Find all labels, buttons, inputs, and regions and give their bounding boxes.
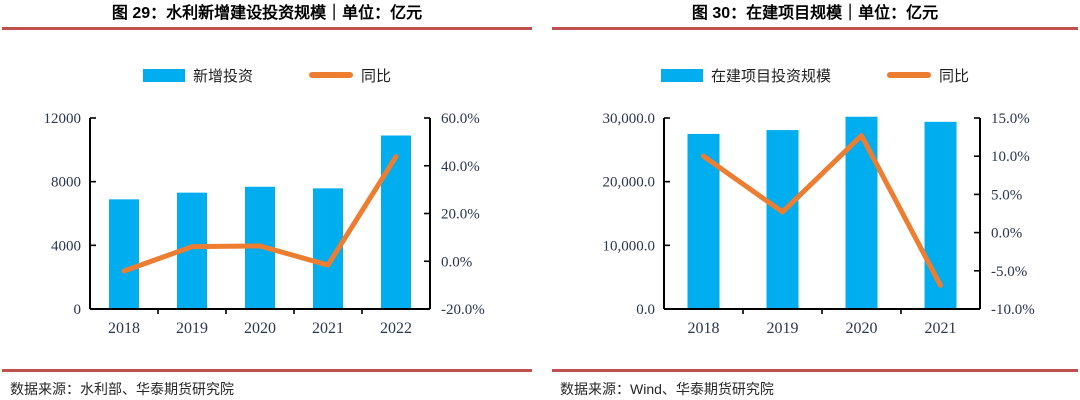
right-axis-tick-label: -20.0% xyxy=(441,302,485,318)
legend-item-line: 同比 xyxy=(309,65,391,86)
source-text: 数据来源：Wind、华泰期货研究院 xyxy=(560,381,774,397)
chart-canvas-figure-29: 0 4000 8000 12000 -20.0% 0.0% 20.0% 40.0% 60.0% 2… xyxy=(44,111,485,337)
yoy-line-series xyxy=(121,154,399,274)
right-axis-tick-label: -10.0% xyxy=(991,302,1035,318)
right-axis-tick-label: 20.0% xyxy=(441,207,480,223)
left-axis-tick-label: 0.0 xyxy=(636,302,655,318)
bar-series-swatch xyxy=(142,68,185,82)
x-axis-tick-label: 2022 xyxy=(380,320,412,337)
right-axis-tick-label: 40.0% xyxy=(441,159,480,175)
left-axis-tick-label: 4000 xyxy=(51,238,81,254)
x-axis-tick-label: 2020 xyxy=(244,320,276,337)
right-axis-tick-label: 5.0% xyxy=(991,187,1022,203)
x-axis-tick-label: 2020 xyxy=(846,320,878,337)
source-text: 数据来源：水利部、华泰期货研究院 xyxy=(10,381,234,397)
title-rule xyxy=(2,27,532,30)
x-axis-tick-label: 2021 xyxy=(925,320,957,337)
source-rule xyxy=(2,369,532,372)
source-rule xyxy=(552,369,1078,372)
legend-line-label: 同比 xyxy=(939,67,970,85)
x-axis-tick-label: 2019 xyxy=(767,320,799,337)
right-axis-tick-label: 0.0% xyxy=(991,226,1022,242)
line-series-swatch xyxy=(887,72,931,78)
left-axis-tick-label: 0 xyxy=(74,302,82,318)
panel-figure-29: 图 29：水利新增建设投资规模｜单位：亿元 新增投资 同比 0 4000 8000 1… xyxy=(2,5,532,397)
yoy-line-series xyxy=(701,133,943,288)
left-axis-tick-label: 12000 xyxy=(44,111,82,127)
right-axis-tick-label: 0.0% xyxy=(441,254,472,270)
x-axis-tick-label: 2018 xyxy=(688,320,720,337)
chart-canvas-figure-30: 0.0 10,000.0 20,000.0 30,000.0 -10.0% -5.0% 0.… xyxy=(603,111,1035,337)
x-axis-tick-label: 2019 xyxy=(176,320,208,337)
left-axis-tick-label: 8000 xyxy=(51,175,81,191)
legend-bar-label: 新增投资 xyxy=(192,67,253,85)
x-axis-tick-label: 2021 xyxy=(312,320,344,337)
bar-2018 xyxy=(109,199,139,309)
left-axis-tick-label: 10,000.0 xyxy=(603,238,656,254)
panel-figure-30: 图 30：在建项目规模｜单位：亿元 在建项目投资规模 同比 0.0 10,000.… xyxy=(540,0,1080,400)
right-axis-tick-label: 15.0% xyxy=(991,111,1030,127)
left-axis-tick-label: 30,000.0 xyxy=(603,111,656,127)
chart-title: 图 30：在建项目规模｜单位：亿元 xyxy=(691,5,939,22)
legend-item-line: 同比 xyxy=(887,65,969,86)
legend: 新增投资 同比 xyxy=(2,60,532,90)
legend-item-bar: 新增投资 xyxy=(142,65,253,86)
bar-2022 xyxy=(381,135,411,309)
right-axis-tick-label: 60.0% xyxy=(441,111,480,127)
bar-series-swatch xyxy=(660,68,703,82)
left-axis-tick-label: 20,000.0 xyxy=(603,175,656,191)
bar-2018 xyxy=(687,133,720,309)
chart-title: 图 29：水利新增建设投资规模｜单位：亿元 xyxy=(111,5,423,22)
legend: 在建项目投资规模 同比 xyxy=(552,60,1078,90)
legend-bar-label: 在建项目投资规模 xyxy=(710,67,831,85)
title-rule xyxy=(552,27,1078,30)
right-axis-tick-label: 10.0% xyxy=(991,149,1030,165)
bar-2019 xyxy=(766,130,799,309)
line-series-swatch xyxy=(309,72,353,78)
x-axis-tick-label: 2018 xyxy=(108,320,140,337)
legend-item-bar: 在建项目投资规模 xyxy=(660,65,831,86)
right-axis-tick-label: -5.0% xyxy=(991,264,1027,280)
legend-line-label: 同比 xyxy=(361,67,392,85)
bar-2021 xyxy=(924,121,957,309)
